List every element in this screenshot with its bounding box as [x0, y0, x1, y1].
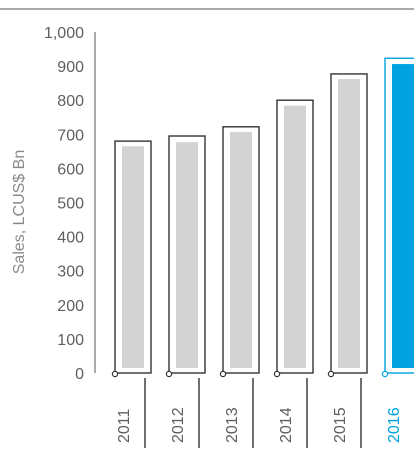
y-tick-label: 500 — [57, 196, 84, 213]
x-tick-label-2011: 2011 — [116, 408, 133, 443]
y-axis-label: Sales, LCUS$ Bn — [11, 150, 28, 275]
bar-base-marker-2013 — [219, 370, 227, 378]
bar-2012 — [176, 142, 198, 368]
bar-2015 — [338, 79, 360, 369]
y-tick-label: 1,000 — [44, 25, 84, 42]
bar-base-marker-2014 — [273, 370, 281, 378]
y-tick-label: 300 — [57, 264, 84, 281]
y-tick-label: 900 — [57, 59, 84, 76]
x-tick-label-2012: 2012 — [170, 407, 187, 443]
bar-2014 — [284, 105, 306, 368]
bar-2013 — [230, 131, 252, 368]
x-tick-label-2015: 2015 — [332, 407, 349, 443]
y-tick-label: 700 — [57, 127, 84, 144]
bar-base-marker-2015 — [327, 370, 335, 378]
bar-outline-2013 — [222, 126, 260, 374]
y-tick-label: 400 — [57, 230, 84, 247]
bar-2011 — [122, 146, 144, 368]
bar-outline-2016 — [384, 57, 414, 374]
bar-outline-2014 — [276, 99, 314, 374]
bar-base-marker-2016 — [381, 370, 389, 378]
x-tick-label-2016: 2016 — [386, 407, 403, 443]
y-tick-label: 0 — [75, 366, 84, 383]
bar-2016 — [392, 64, 414, 368]
y-tick-label: 200 — [57, 298, 84, 315]
x-tick-label-2014: 2014 — [278, 407, 295, 443]
y-tick-label: 800 — [57, 93, 84, 110]
bar-outline-2015 — [330, 73, 368, 374]
bar-base-marker-2011 — [111, 370, 119, 378]
x-tick-label-2013: 2013 — [224, 407, 241, 443]
y-tick-label: 100 — [57, 332, 84, 349]
bar-base-marker-2012 — [165, 370, 173, 378]
bar-outline-2011 — [114, 140, 152, 374]
y-tick-label: 600 — [57, 161, 84, 178]
bar-outline-2012 — [168, 135, 206, 374]
